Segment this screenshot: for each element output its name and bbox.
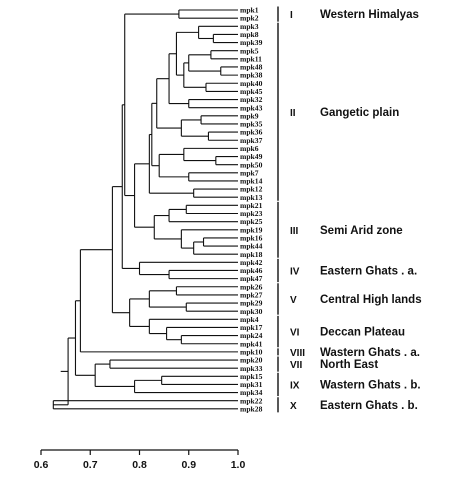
group-name-viii: Wastern Ghats . a. [320, 347, 420, 359]
leaf-label-mpk43: mpk43 [240, 103, 263, 112]
leaf-label-mpk31: mpk31 [240, 380, 263, 389]
leaf-label-mpk42: mpk42 [240, 258, 263, 267]
leaf-label-mpk10: mpk10 [240, 347, 263, 356]
group-roman-ix: IX [290, 380, 300, 391]
leaf-label-mpk37: mpk37 [240, 136, 263, 145]
leaf-labels: mpk1mpk2mpk3mpk8mpk39mpk5mpk11mpk48mpk38… [240, 6, 263, 414]
leaf-label-mpk38: mpk38 [240, 71, 263, 80]
leaf-label-mpk16: mpk16 [240, 234, 263, 243]
leaf-label-mpk15: mpk15 [240, 372, 263, 381]
leaf-label-mpk44: mpk44 [240, 242, 263, 251]
group-roman-ii: II [290, 108, 296, 119]
leaf-label-mpk47: mpk47 [240, 274, 263, 283]
tick-label: 0.8 [132, 459, 147, 471]
leaf-label-mpk8: mpk8 [240, 30, 259, 39]
leaf-label-mpk33: mpk33 [240, 364, 263, 373]
tick-label: 0.7 [83, 459, 98, 471]
group-name-vi: Deccan Plateau [320, 327, 405, 339]
leaf-label-mpk34: mpk34 [240, 388, 263, 397]
leaf-label-mpk40: mpk40 [240, 79, 263, 88]
leaf-label-mpk30: mpk30 [240, 307, 263, 316]
leaf-label-mpk32: mpk32 [240, 95, 263, 104]
group-roman-vii: VII [290, 360, 302, 371]
leaf-label-mpk14: mpk14 [240, 177, 263, 186]
leaf-label-mpk9: mpk9 [240, 111, 259, 120]
group-roman-viii: VIII [290, 348, 305, 359]
leaf-label-mpk27: mpk27 [240, 291, 263, 300]
leaf-label-mpk50: mpk50 [240, 160, 263, 169]
leaf-label-mpk45: mpk45 [240, 87, 263, 96]
group-name-i: Western Himalyas [320, 9, 419, 21]
leaf-label-mpk17: mpk17 [240, 323, 263, 332]
leaf-label-mpk2: mpk2 [240, 14, 259, 23]
leaf-label-mpk18: mpk18 [240, 250, 263, 259]
leaf-label-mpk28: mpk28 [240, 404, 263, 413]
tick-label: 0.9 [181, 459, 196, 471]
leaf-label-mpk7: mpk7 [240, 168, 259, 177]
group-roman-v: V [290, 295, 297, 306]
group-name-ii: Gangetic plain [320, 107, 399, 119]
leaf-label-mpk12: mpk12 [240, 185, 263, 194]
leaf-label-mpk46: mpk46 [240, 266, 263, 275]
group-name-iii: Semi Arid zone [320, 225, 403, 237]
leaf-label-mpk1: mpk1 [240, 6, 259, 15]
group-name-iv: Eastern Ghats . a. [320, 265, 417, 277]
group-name-vii: North East [320, 359, 378, 371]
group-annotations: I Western Himalyas II Gangetic plain III Semi… [277, 6, 422, 413]
leaf-label-mpk20: mpk20 [240, 356, 263, 365]
leaf-label-mpk11: mpk11 [240, 54, 262, 63]
leaf-label-mpk29: mpk29 [240, 299, 263, 308]
leaf-label-mpk41: mpk41 [240, 339, 263, 348]
leaf-label-mpk49: mpk49 [240, 152, 263, 161]
leaf-label-mpk48: mpk48 [240, 63, 263, 72]
leaf-label-mpk13: mpk13 [240, 193, 263, 202]
group-name-x: Eastern Ghats . b. [320, 400, 418, 412]
leaf-label-mpk22: mpk22 [240, 396, 263, 405]
leaf-label-mpk6: mpk6 [240, 144, 259, 153]
dendrogram-branches [52, 9, 238, 410]
group-roman-i: I [290, 10, 293, 21]
group-roman-vi: VI [290, 328, 300, 339]
leaf-label-mpk35: mpk35 [240, 120, 263, 129]
leaf-label-mpk39: mpk39 [240, 38, 263, 47]
leaf-label-mpk23: mpk23 [240, 209, 263, 218]
x-axis: 0.6 0.7 0.8 0.9 1.0 [34, 449, 246, 471]
tick-label: 0.6 [34, 459, 49, 471]
leaf-label-mpk36: mpk36 [240, 128, 263, 137]
group-name-v: Central High lands [320, 294, 422, 306]
group-roman-iii: III [290, 226, 299, 237]
group-roman-x: X [290, 401, 297, 412]
tick-label: 1.0 [231, 459, 246, 471]
leaf-label-mpk19: mpk19 [240, 225, 263, 234]
leaf-label-mpk21: mpk21 [240, 201, 263, 210]
leaf-label-mpk4: mpk4 [240, 315, 259, 324]
leaf-label-mpk3: mpk3 [240, 22, 259, 31]
group-name-ix: Wastern Ghats . b. [320, 379, 421, 391]
leaf-label-mpk24: mpk24 [240, 331, 263, 340]
leaf-label-mpk25: mpk25 [240, 217, 263, 226]
leaf-label-mpk5: mpk5 [240, 46, 259, 55]
leaf-label-mpk26: mpk26 [240, 282, 263, 291]
group-roman-iv: IV [290, 266, 300, 277]
